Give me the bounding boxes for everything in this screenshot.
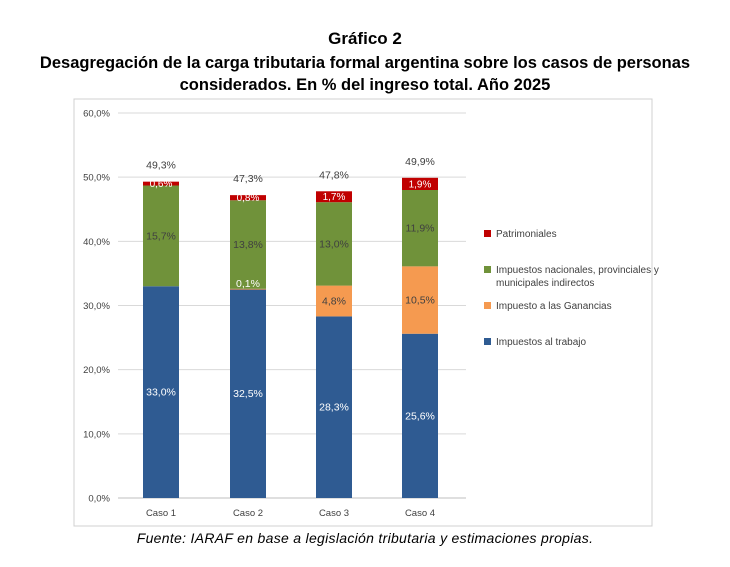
data-label-nacionales: 11,9%	[406, 223, 435, 235]
x-tick-label: Caso 3	[319, 508, 349, 519]
y-tick-label: 40,0%	[83, 237, 110, 248]
y-tick-label: 50,0%	[83, 173, 110, 184]
bar-segment-trabajo	[143, 286, 179, 498]
total-label: 49,3%	[146, 160, 176, 172]
bar-segment-ganancias	[402, 266, 438, 334]
total-label: 47,8%	[319, 169, 349, 181]
data-label-ganancias: 0,1%	[236, 278, 260, 290]
chart-titles: Gráfico 2 Desagregación de la carga trib…	[0, 28, 730, 96]
bar-segment-nacionales	[143, 185, 179, 287]
legend-swatch-ganancias	[484, 302, 491, 309]
data-label-trabajo: 33,0%	[146, 387, 176, 399]
y-tick-label: 10,0%	[83, 429, 110, 440]
y-tick-label: 60,0%	[83, 109, 110, 120]
legend-swatch-trabajo	[484, 338, 491, 345]
chart-title: Gráfico 2	[328, 29, 402, 48]
source-note: Fuente: IARAF en base a legislación trib…	[136, 530, 594, 546]
y-tick-label: 30,0%	[83, 301, 110, 312]
bar-segment-patrimoniales	[143, 181, 179, 186]
bar-segment-patrimoniales	[230, 195, 266, 201]
y-tick-label: 0,0%	[88, 494, 110, 505]
legend-swatch-nacionales	[484, 266, 491, 273]
data-label-patrimoniales: 1,7%	[323, 192, 346, 203]
legend-label: Impuestos al trabajo	[496, 337, 586, 348]
data-label-trabajo: 25,6%	[405, 410, 435, 422]
legend-label: Patrimoniales	[496, 229, 557, 240]
chart-subtitle-line1: Desagregación de la carga tributaria for…	[39, 54, 691, 72]
total-label: 49,9%	[405, 156, 435, 168]
bar-segment-ganancias	[230, 288, 266, 290]
legend-label-line: Impuestos nacionales, provinciales y	[496, 265, 659, 276]
bar-segment-nacionales	[230, 200, 266, 289]
bar-segment-nacionales	[316, 202, 352, 286]
data-label-ganancias: 4,8%	[322, 296, 346, 308]
data-label-patrimoniales: 1,9%	[409, 179, 432, 190]
x-tick-label: Caso 4	[405, 508, 435, 519]
bar-segment-nacionales	[402, 190, 438, 267]
legend-label: Impuesto a las Ganancias	[496, 301, 612, 312]
chart-frame	[73, 98, 653, 527]
total-label: 47,3%	[233, 173, 263, 185]
data-label-patrimoniales: 0,6%	[150, 179, 173, 190]
x-tick-label: Caso 1	[146, 508, 176, 519]
data-label-nacionales: 15,7%	[146, 230, 176, 242]
bar-segment-trabajo	[316, 316, 352, 498]
data-label-trabajo: 32,5%	[233, 388, 263, 400]
data-label-nacionales: 13,0%	[319, 238, 349, 250]
bar-segment-ganancias	[316, 285, 352, 317]
bar-segment-patrimoniales	[316, 191, 352, 203]
y-tick-label: 20,0%	[83, 365, 110, 376]
bar-segment-patrimoniales	[402, 177, 438, 190]
bar-segment-trabajo	[230, 289, 266, 498]
chart-subtitle-line2: considerados. En % del ingreso total. Añ…	[179, 76, 551, 94]
legend-label-line: municipales indirectos	[496, 278, 594, 289]
data-label-patrimoniales: 0,8%	[237, 193, 260, 204]
x-tick-label: Caso 2	[233, 508, 263, 519]
data-label-nacionales: 13,8%	[233, 239, 263, 251]
legend-swatch-patrimoniales	[484, 230, 491, 237]
data-label-trabajo: 28,3%	[319, 402, 349, 414]
data-label-ganancias: 10,5%	[405, 295, 435, 307]
bar-segment-trabajo	[402, 333, 438, 498]
